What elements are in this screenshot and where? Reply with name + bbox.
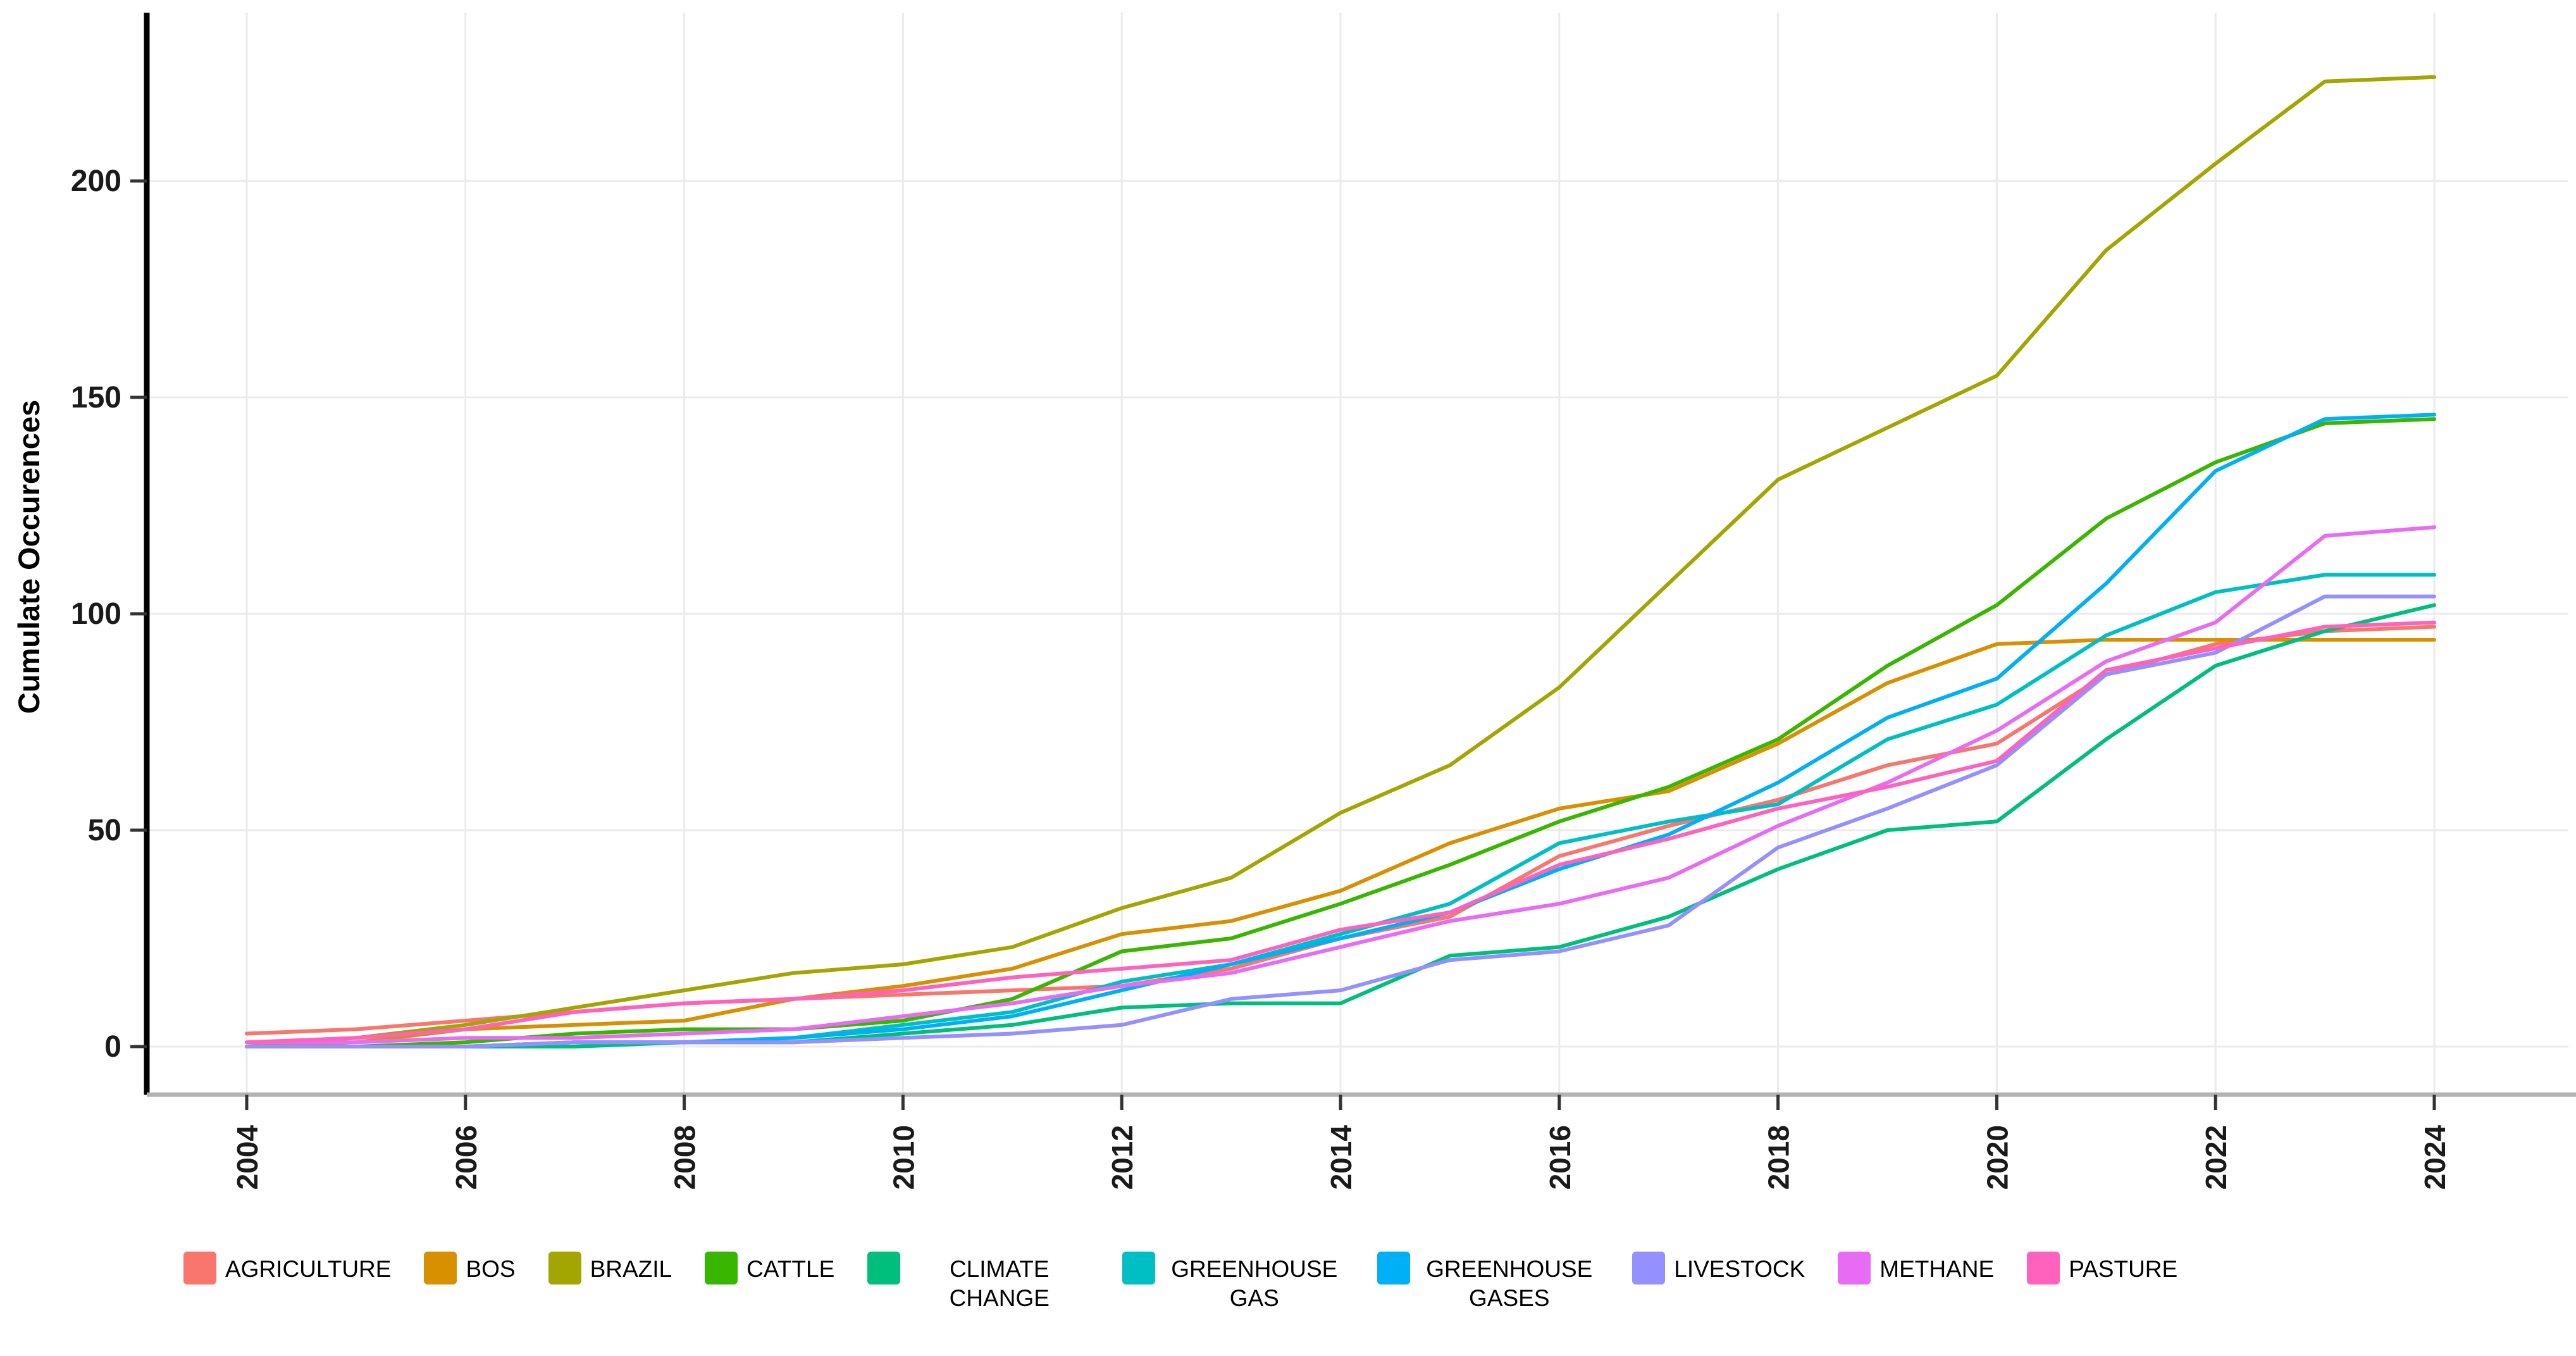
x-tick-label: 2012	[1106, 1125, 1139, 1190]
legend-swatch-icon	[548, 1252, 581, 1284]
legend-item-greenhouse-gases: GREENHOUSE GASES	[1377, 1252, 1599, 1314]
legend-item-bos: BOS	[424, 1252, 516, 1284]
legend-item-greenhouse-gas: GREENHOUSE GAS	[1122, 1252, 1344, 1314]
x-tick-label: 2010	[887, 1125, 920, 1190]
y-tick-label: 100	[71, 597, 121, 631]
legend-swatch-icon	[1122, 1252, 1156, 1284]
line-chart: 0 50 100 150 200 2004 2006 2008 2010 2012 2014 2016…	[12, 13, 2576, 1190]
legend-label: CLIMATE CHANGE	[949, 1256, 1050, 1312]
x-tick-label: 2016	[1544, 1125, 1576, 1190]
legend-label: METHANE	[1879, 1256, 1995, 1282]
series-lines	[245, 75, 2436, 1048]
y-tick-label: 0	[104, 1030, 121, 1064]
legend-swatch-icon	[867, 1252, 901, 1284]
legend-label: AGRICULTURE	[225, 1256, 392, 1282]
plot-area: 0 50 100 150 200 2004 2006 2008 2010 2012 2014 2016…	[12, 13, 2576, 1190]
y-tick-label: 50	[88, 814, 121, 847]
x-tick-label: 2004	[231, 1125, 264, 1190]
y-tick-label: 200	[71, 165, 121, 198]
x-tick-label: 2018	[1762, 1125, 1795, 1190]
series-line-bos	[245, 638, 2436, 1048]
legend-label: GREENHOUSE GASES	[1426, 1256, 1593, 1312]
legend-swatch-icon	[1377, 1252, 1411, 1284]
axes	[130, 13, 2576, 1110]
legend-item-agriculture: AGRICULTURE	[183, 1252, 391, 1284]
y-axis-title: Cumulate Occurences	[12, 400, 46, 714]
y-tick-label: 150	[71, 381, 121, 414]
legend-item-brazil: BRAZIL	[548, 1252, 672, 1284]
legend-swatch-icon	[424, 1252, 457, 1284]
x-tick-label: 2014	[1325, 1125, 1358, 1190]
legend-swatch-icon	[705, 1252, 738, 1284]
legend-item-livestock: LIVESTOCK	[1632, 1252, 1805, 1284]
chart-legend: AGRICULTURE BOS BRAZIL CATTLE CLIMATE CHANGE…	[183, 1252, 2524, 1314]
series-line-cattle	[245, 417, 2436, 1048]
x-tick-label: 2020	[1981, 1125, 2014, 1190]
legend-item-cattle: CATTLE	[705, 1252, 834, 1284]
series-line-livestock	[245, 594, 2436, 1048]
series-line-methane	[245, 525, 2436, 1045]
series-line-brazil	[245, 75, 2436, 1048]
x-tick-label: 2024	[2418, 1125, 2451, 1190]
legend-swatch-icon	[183, 1252, 216, 1284]
legend-label: GREENHOUSE GAS	[1171, 1256, 1338, 1312]
legend-swatch-icon	[1838, 1252, 1871, 1284]
legend-label: LIVESTOCK	[1674, 1256, 1805, 1282]
legend-label: BOS	[466, 1256, 516, 1282]
legend-label: BRAZIL	[590, 1256, 672, 1282]
legend-item-climate-change: CLIMATE CHANGE	[867, 1252, 1089, 1314]
series-line-climate-change	[245, 603, 2436, 1048]
legend-label: CATTLE	[746, 1256, 835, 1282]
x-tick-label: 2006	[450, 1125, 483, 1190]
legend-swatch-icon	[1632, 1252, 1666, 1284]
legend-item-pasture: PASTURE	[2027, 1252, 2177, 1284]
tick-labels: 0 50 100 150 200 2004 2006 2008 2010 2012 2014 2016…	[71, 165, 2451, 1190]
legend-swatch-icon	[2027, 1252, 2060, 1284]
legend-label: PASTURE	[2069, 1256, 2178, 1282]
legend-item-methane: METHANE	[1838, 1252, 1994, 1284]
gridlines	[147, 13, 2568, 1095]
x-tick-label: 2008	[669, 1125, 702, 1190]
series-line-pasture	[245, 620, 2436, 1045]
x-tick-label: 2022	[2200, 1125, 2232, 1190]
